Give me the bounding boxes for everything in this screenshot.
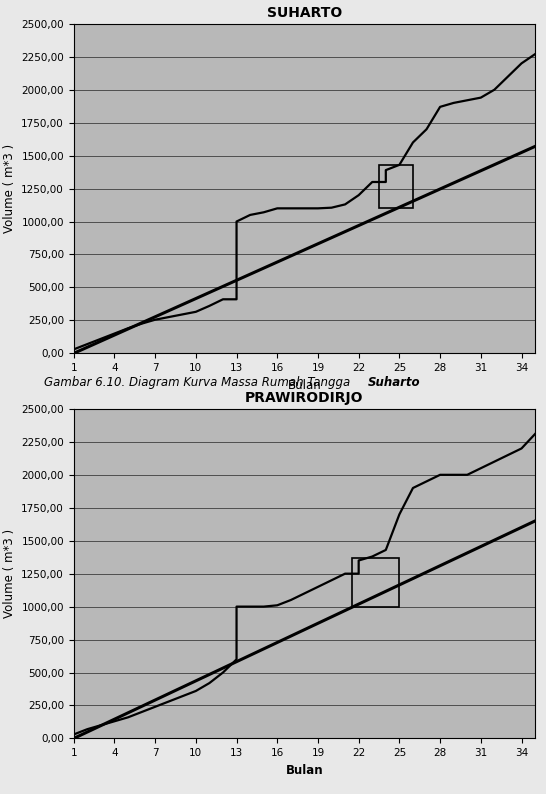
X-axis label: Bulan: Bulan [286,764,323,777]
Title: SUHARTO: SUHARTO [267,6,342,20]
Title: PRAWIRODIRJO: PRAWIRODIRJO [245,391,364,405]
Text: Gambar 6.10. Diagram Kurva Massa Rumah Tangga: Gambar 6.10. Diagram Kurva Massa Rumah T… [44,376,354,389]
Y-axis label: Volume ( m*3 ): Volume ( m*3 ) [3,529,16,619]
Y-axis label: Volume ( m*3 ): Volume ( m*3 ) [3,144,16,233]
X-axis label: Bulan: Bulan [288,379,321,391]
Bar [352,558,399,607]
Bar [379,165,413,208]
Text: Suharto: Suharto [367,376,420,389]
